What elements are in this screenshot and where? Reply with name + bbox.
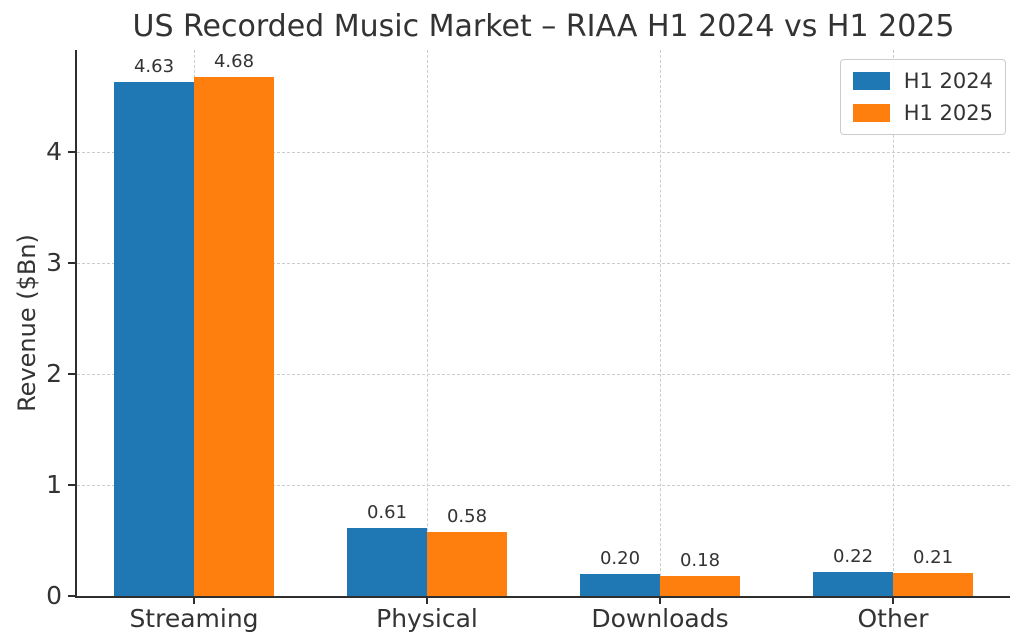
- x-tick-label-streaming: Streaming: [129, 604, 259, 633]
- y-tick-mark-4: [68, 151, 75, 153]
- bar-value-h1-2025-streaming: 4.68: [213, 51, 255, 72]
- x-tick-mark-physical: [426, 598, 428, 604]
- bar-value-h1-2024-physical: 0.61: [366, 502, 408, 523]
- bar-value-h1-2025-other: 0.21: [912, 547, 954, 568]
- bar-h1-2025-streaming: [194, 77, 274, 596]
- y-tick-label-2: 2: [46, 359, 62, 388]
- x-tick-label-physical: Physical: [376, 604, 478, 633]
- v-gridline-downloads: [660, 50, 661, 596]
- bar-h1-2024-downloads: [580, 574, 660, 596]
- legend-label-h1-2025: H1 2025: [903, 101, 993, 125]
- x-tick-mark-downloads: [659, 598, 661, 604]
- chart-title: US Recorded Music Market – RIAA H1 2024 …: [132, 9, 955, 44]
- y-tick-mark-2: [68, 373, 75, 375]
- v-gridline-other: [893, 50, 894, 596]
- bar-h1-2025-other: [893, 573, 973, 596]
- y-tick-label-0: 0: [46, 581, 62, 610]
- y-tick-label-4: 4: [46, 137, 62, 166]
- legend-swatch-h1-2024: [852, 72, 890, 90]
- x-tick-label-downloads: Downloads: [591, 604, 729, 633]
- y-tick-mark-3: [68, 262, 75, 264]
- bar-value-h1-2024-downloads: 0.20: [599, 548, 641, 569]
- legend-swatch-h1-2025: [852, 104, 890, 122]
- y-axis-label-container: Revenue ($Bn): [8, 50, 46, 596]
- bar-h1-2024-streaming: [114, 82, 194, 596]
- y-tick-label-3: 3: [46, 248, 62, 277]
- y-tick-label-1: 1: [46, 470, 62, 499]
- bar-h1-2024-other: [813, 572, 893, 596]
- legend-entry-h1-2024: H1 2024: [852, 69, 993, 93]
- bar-value-h1-2025-physical: 0.58: [446, 506, 488, 527]
- bar-value-h1-2024-streaming: 4.63: [133, 56, 175, 77]
- h-gridline-3: [77, 263, 1010, 265]
- bar-value-h1-2024-other: 0.22: [832, 546, 874, 567]
- h-gridline-1: [77, 485, 1010, 487]
- y-tick-mark-1: [68, 484, 75, 486]
- legend: H1 2024 H1 2025: [839, 59, 1006, 135]
- h-gridline-2: [77, 374, 1010, 376]
- x-tick-mark-streaming: [193, 598, 195, 604]
- y-tick-mark-0: [68, 595, 75, 597]
- bar-value-h1-2025-downloads: 0.18: [679, 550, 721, 571]
- legend-entry-h1-2025: H1 2025: [852, 101, 993, 125]
- h-gridline-4: [77, 152, 1010, 154]
- plot-area: 4.63 0.61 0.20 0.22 4.68 0.58 0.18 0.21: [75, 50, 1010, 598]
- bar-h1-2025-physical: [427, 532, 507, 596]
- x-tick-mark-other: [892, 598, 894, 604]
- v-gridline-physical: [427, 50, 428, 596]
- bar-h1-2025-downloads: [660, 576, 740, 596]
- bar-h1-2024-physical: [347, 528, 427, 596]
- x-tick-label-other: Other: [857, 604, 929, 633]
- legend-label-h1-2024: H1 2024: [903, 69, 993, 93]
